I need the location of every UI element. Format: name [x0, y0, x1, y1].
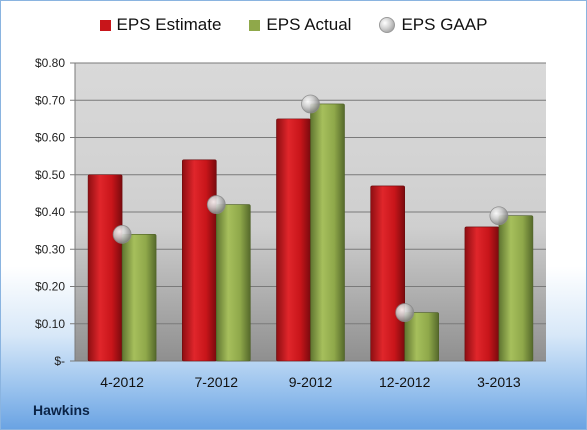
- marker-eps-gaap: [395, 303, 415, 322]
- bar-eps-estimate: [276, 118, 311, 362]
- legend-label-actual: EPS Actual: [266, 15, 352, 34]
- bar-eps-actual: [498, 215, 534, 362]
- y-tick-label: $0.80: [35, 56, 65, 70]
- marker-eps-gaap: [489, 206, 509, 226]
- x-tick-label: 9-2012: [289, 374, 333, 390]
- legend-swatch-estimate: [99, 19, 111, 31]
- y-tick-label: $0.60: [35, 131, 65, 145]
- y-tick-label: $0.40: [35, 205, 65, 219]
- y-tick-label: $0.50: [35, 168, 65, 182]
- legend-item-actual: EPS Actual: [249, 15, 351, 35]
- company-name: Hawkins: [33, 402, 90, 418]
- legend: EPS Estimate EPS Actual EPS GAAP: [1, 15, 586, 35]
- bar-eps-actual: [216, 204, 251, 362]
- legend-label-estimate: EPS Estimate: [116, 15, 222, 34]
- legend-marker-gaap: [379, 17, 396, 33]
- legend-item-estimate: EPS Estimate: [99, 15, 222, 35]
- bar-eps-actual: [404, 312, 440, 362]
- bar-eps-actual: [310, 103, 345, 362]
- x-tick-label: 7-2012: [195, 374, 239, 390]
- x-tick-label: 4-2012: [100, 374, 144, 390]
- x-tick-label: 12-2012: [379, 374, 431, 390]
- y-tick-label: $0.70: [35, 93, 65, 107]
- bar-eps-estimate: [87, 174, 123, 362]
- legend-label-gaap: EPS GAAP: [401, 15, 488, 34]
- marker-eps-gaap: [112, 224, 132, 244]
- marker-eps-gaap: [301, 94, 320, 114]
- x-tick-label: 3-2013: [477, 374, 521, 390]
- bar-eps-actual: [121, 234, 157, 362]
- y-tick-label: $0.20: [35, 280, 65, 294]
- y-tick-label: $0.10: [35, 317, 65, 331]
- marker-eps-gaap: [206, 195, 226, 214]
- bar-eps-estimate: [182, 159, 217, 362]
- bar-eps-estimate: [370, 185, 406, 362]
- y-tick-label: $-: [54, 354, 65, 368]
- legend-item-gaap: EPS GAAP: [379, 15, 487, 35]
- y-tick-label: $0.30: [35, 242, 65, 256]
- legend-swatch-actual: [249, 19, 261, 31]
- bar-eps-estimate: [464, 226, 500, 362]
